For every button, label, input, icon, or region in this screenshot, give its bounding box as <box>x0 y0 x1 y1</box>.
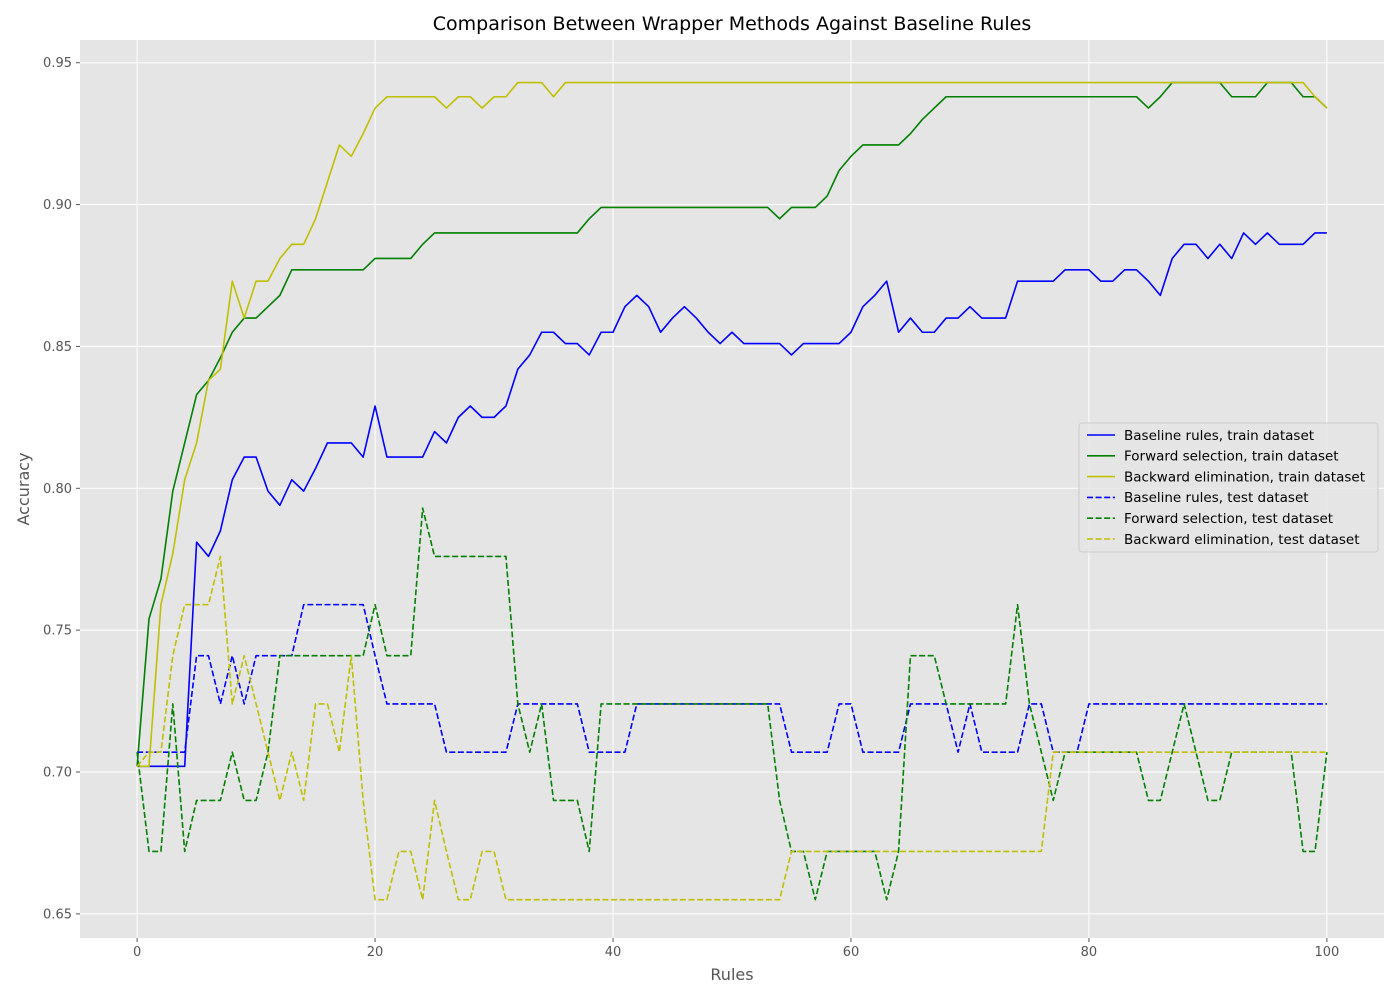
chart-title: Comparison Between Wrapper Methods Again… <box>433 13 1031 35</box>
y-tick-label: 0.65 <box>43 907 72 922</box>
legend-entry-label: Baseline rules, test dataset <box>1124 490 1309 506</box>
x-tick-label: 0 <box>133 945 141 960</box>
legend-entry-label: Baseline rules, train dataset <box>1124 428 1314 444</box>
series-line-6 <box>136 555 1327 901</box>
series-line-2 <box>136 81 1328 767</box>
legend-entry-label: Backward elimination, test dataset <box>1124 532 1360 548</box>
y-axis: 0.65 0.70 0.75 0.80 0.85 0.90 0.95 <box>43 56 80 922</box>
y-tick-label: 0.70 <box>43 766 72 781</box>
y-tick-label: 0.95 <box>43 56 72 71</box>
x-tick-label: 60 <box>843 945 860 960</box>
legend-entry-label: Forward selection, test dataset <box>1124 511 1333 527</box>
legend-box <box>1078 422 1379 553</box>
legend-entry-label: Forward selection, train dataset <box>1124 449 1339 465</box>
x-axis: 0 20 40 60 80 100 <box>133 938 1339 960</box>
legend: Baseline rules, train dataset Forward sel… <box>1078 422 1379 553</box>
x-axis-label: Rules <box>710 965 753 984</box>
legend-entry-label: Backward elimination, train dataset <box>1124 469 1365 485</box>
series-line-3 <box>137 81 1328 768</box>
x-tick-label: 80 <box>1081 945 1098 960</box>
x-tick-label: 40 <box>605 945 622 960</box>
x-tick-label: 100 <box>1314 945 1339 960</box>
series-line-5 <box>136 507 1328 901</box>
series-line-1 <box>137 232 1327 768</box>
y-tick-label: 0.85 <box>43 340 72 355</box>
y-tick-label: 0.75 <box>43 624 72 639</box>
y-axis-label: Accuracy <box>14 452 33 525</box>
series-lines <box>136 81 1328 901</box>
grid-lines <box>80 40 1384 938</box>
x-tick-label: 20 <box>367 945 384 960</box>
y-tick-label: 0.90 <box>43 198 72 213</box>
y-tick-label: 0.80 <box>43 482 72 497</box>
